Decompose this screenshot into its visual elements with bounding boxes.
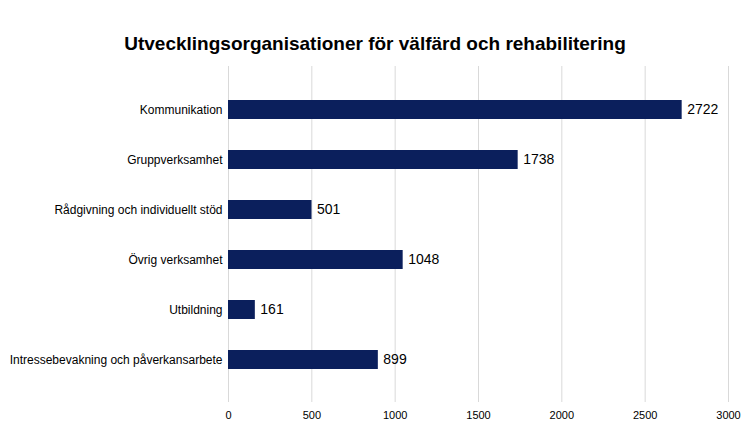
svg-text:Rådgivning och individuellt st: Rådgivning och individuellt stöd (54, 203, 222, 217)
svg-text:0: 0 (225, 409, 231, 421)
svg-text:1500: 1500 (466, 409, 490, 421)
svg-text:1048: 1048 (408, 251, 439, 267)
svg-text:Intressebevakning och påverkan: Intressebevakning och påverkansarbete (10, 353, 223, 367)
svg-text:2722: 2722 (687, 101, 718, 117)
svg-text:501: 501 (317, 201, 341, 217)
html-text:Utvecklingsorganisationer för: Utvecklingsorganisationer för välfärd oc… (124, 33, 626, 54)
svg-text:Utbildning: Utbildning (169, 303, 222, 317)
svg-text:500: 500 (303, 409, 321, 421)
svg-text:3000: 3000 (716, 409, 740, 421)
svg-text:Kommunikation: Kommunikation (140, 103, 223, 117)
svg-text:161: 161 (260, 301, 284, 317)
svg-text:Övrig verksamhet: Övrig verksamhet (128, 253, 223, 267)
svg-text:2000: 2000 (550, 409, 574, 421)
svg-text:899: 899 (383, 351, 407, 367)
svg-text:1738: 1738 (523, 151, 554, 167)
svg-text:2500: 2500 (633, 409, 657, 421)
svg-text:Gruppverksamhet: Gruppverksamhet (127, 153, 223, 167)
svg-text:1000: 1000 (383, 409, 407, 421)
